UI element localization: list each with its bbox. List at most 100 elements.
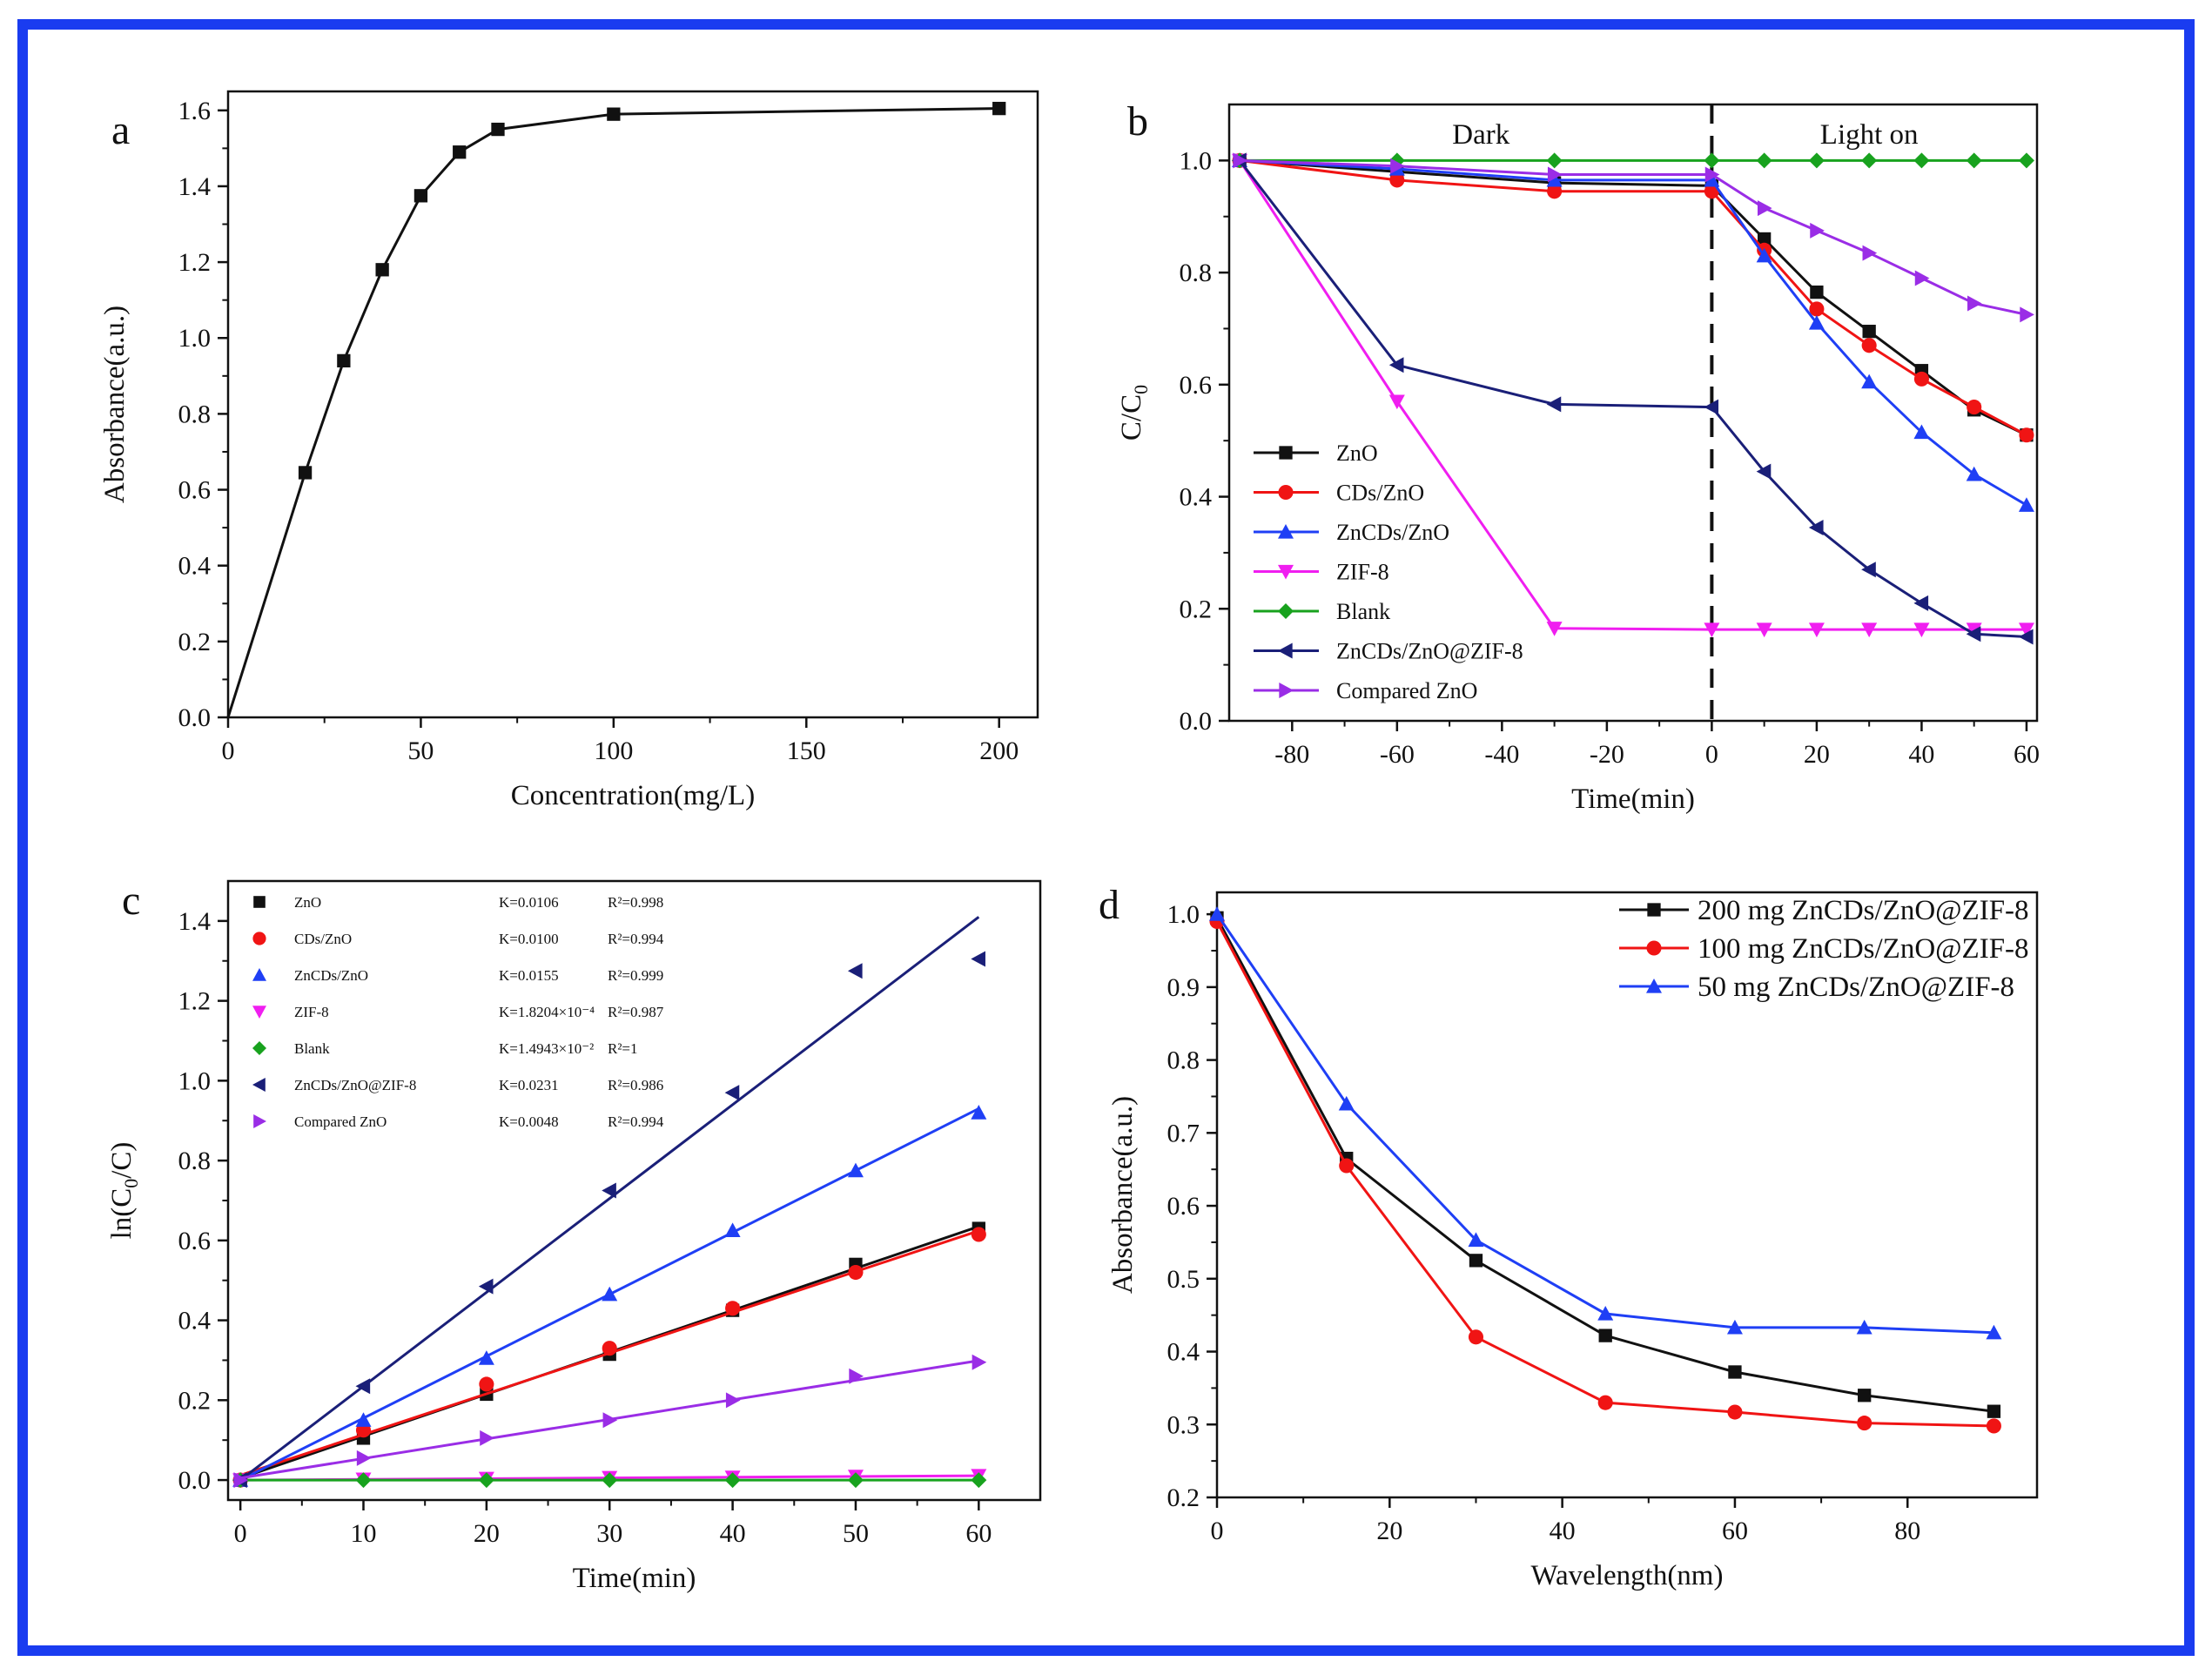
data-point [971,1472,987,1489]
legend-marker [253,896,266,908]
legend-r-value: R²=0.998 [608,894,663,911]
y-tick-label: 0.4 [1180,483,1213,512]
panel-d: 0 20 40 60 80 0.2 0.3 0.4 0.5 0.6 0.7 0.8 0.9 1.0 Wave… [1107,891,2039,1591]
data-point [356,1450,372,1466]
data-point [1546,396,1562,413]
series-50-mg-zncds-zno-zif-8 [1209,906,2002,1340]
series-line [226,107,999,718]
series-zif-8 [1232,153,2034,638]
x-tick-label: -80 [1274,740,1309,769]
x-tick-label: 30 [596,1519,622,1548]
x-tick-label: -20 [1590,740,1624,769]
legend-label: Compared ZnO [1336,678,1477,703]
series-line [1239,158,2027,437]
x-tick-label: 60 [2014,740,2040,769]
y-tick-label: 0.7 [1167,1119,1200,1147]
figure-frame [17,19,2195,1656]
data-point [1546,152,1563,169]
data-point [1810,285,1824,299]
data-point [1861,338,1877,353]
legend-label: Blank [1336,599,1390,624]
y-tick-label: 0.4 [178,552,212,581]
data-point [2018,152,2034,169]
data-point [1704,399,1719,415]
data-point [848,1264,864,1281]
legend-marker [1279,683,1294,698]
series-blank [1232,152,2034,169]
data-point [1861,622,1878,638]
legend-k-value: K=0.0231 [499,1077,559,1093]
x-tick-label: -60 [1380,740,1415,769]
data-point [1861,562,1876,578]
data-point [355,1472,372,1489]
y-tick-label: 1.4 [178,907,212,936]
y-tick-label: 0.2 [1180,595,1213,623]
x-tick-label: 0 [1211,1517,1224,1545]
data-point [1704,622,1720,638]
legend-label: CDs/ZnO [1336,481,1424,506]
series-blank [232,1472,987,1489]
panel-a: 0 50 100 150 200 0.0 0.2 0.4 0.6 0.8 1.0 1.2 1.4 1.6 C… [99,90,1039,811]
data-point [1756,622,1772,638]
data-point [1966,626,1981,642]
y-axis-label: Absorbance(a.u.) [99,306,131,503]
x-axis-label: Concentration(mg/L) [511,780,755,811]
data-point [479,1376,494,1392]
y-tick-label: 0.9 [1167,973,1200,1002]
data-point [1914,270,1930,286]
data-point [1808,519,1824,535]
data-point [1388,394,1405,410]
data-point [2018,622,2034,638]
data-point [847,1162,864,1178]
x-tick-label: 20 [474,1519,500,1548]
data-point [1913,152,1930,169]
data-point [1390,158,1405,174]
legend-marker [1278,524,1294,539]
y-tick-label: 0.8 [1180,259,1213,287]
legend-k-value: K=0.0155 [499,967,559,984]
data-point [971,1105,987,1120]
y-tick-label: 1.2 [178,987,212,1016]
y-tick-label: 0.8 [1167,1046,1200,1075]
data-point [1756,463,1772,480]
plot-frame [1215,891,2039,1499]
data-point [1862,245,1878,261]
legend-k-value: K=1.4943×10⁻² [499,1040,594,1057]
y-tick-label: 1.2 [178,248,212,277]
x-tick-label: 200 [979,737,1019,765]
annotation-dark: Dark [1452,119,1509,151]
data-point [1389,172,1405,188]
y-axis-label: C/C0 [1116,385,1152,441]
data-point [1757,200,1772,217]
panel-b: -80 -60 -40 -20 0 20 40 60 0.0 0.2 0.4 0.6 0.8 1.0 Tim… [1116,103,2040,815]
data-point [1546,172,1563,187]
series-line [1238,159,2027,638]
legend-label: ZnCDs/ZnO [1336,520,1449,545]
legend-label: ZnCDs/ZnO@ZIF-8 [294,1077,416,1093]
data-point [491,122,505,137]
x-tick-label: 60 [1722,1517,1748,1545]
data-point [355,1412,372,1427]
data-point [1209,906,1225,921]
series-zno [1233,153,2034,442]
legend-marker [252,932,266,945]
data-point [478,1350,494,1365]
y-tick-label: 0.0 [178,1466,212,1495]
data-point [1468,1232,1484,1248]
data-point [1704,152,1720,169]
data-point [1809,301,1825,317]
data-point [1967,400,1982,415]
data-point [1861,152,1878,169]
series-line [1239,158,2027,316]
panel-a-label: a [111,107,130,153]
plot-frame [1227,103,2039,723]
x-tick-label: 20 [1804,740,1830,769]
data-point [2020,306,2034,323]
legend-label: ZIF-8 [294,1004,329,1020]
data-point [1704,172,1720,187]
x-tick-label: 0 [1705,740,1718,769]
x-tick-label: 50 [843,1519,869,1548]
legend-label: 100 mg ZnCDs/ZnO@ZIF-8 [1698,933,2029,965]
data-point [602,1182,616,1199]
plot-frame [226,879,1042,1502]
